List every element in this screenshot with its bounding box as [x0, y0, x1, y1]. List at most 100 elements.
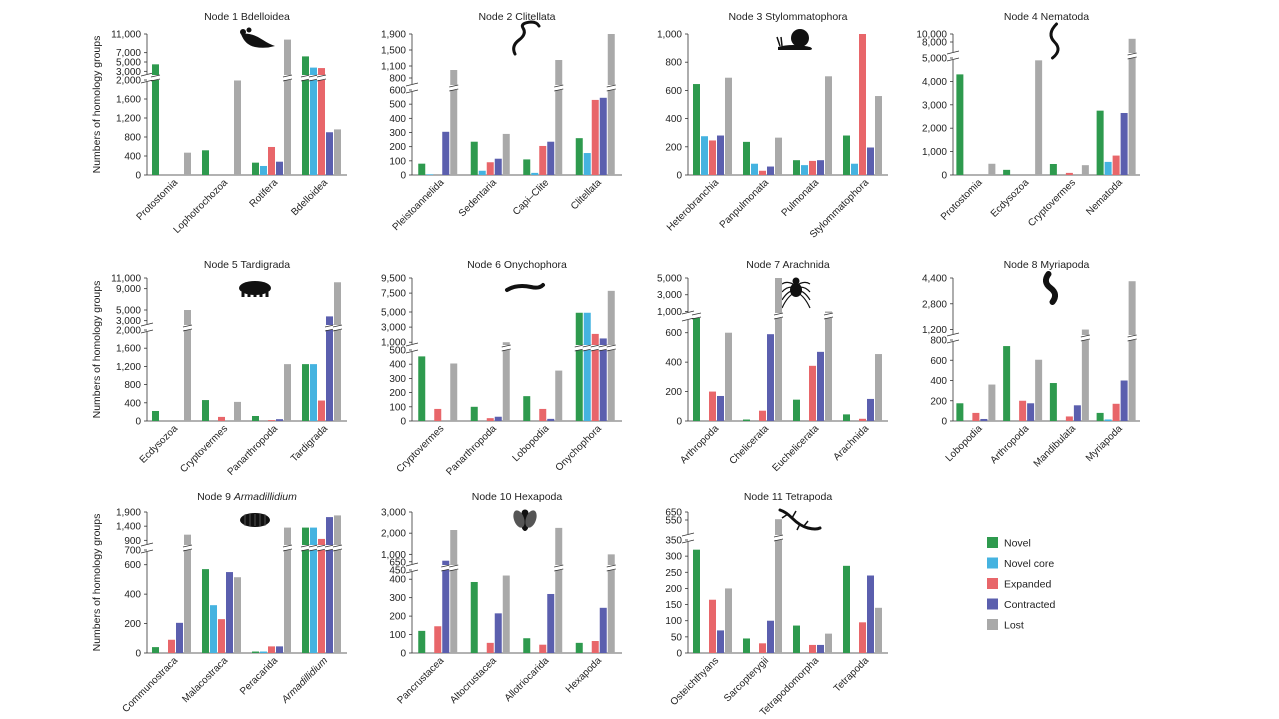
- bar-break-mark: [773, 312, 784, 320]
- y-tick-label: 1,500: [381, 46, 406, 57]
- bar-contracted: [547, 593, 555, 653]
- bar-novel: [252, 162, 259, 175]
- y-tick-label: 900: [124, 536, 141, 547]
- x-category-label: Chelicerata: [728, 423, 772, 467]
- bar-novel: [843, 565, 850, 653]
- y-tick-label: 800: [124, 380, 141, 391]
- bar-novel-core: [260, 165, 267, 175]
- chart-panel: Node 4 Nematoda 0 1,000 2,000 3,000 4,000 5,00…: [916, 11, 1140, 229]
- y-tick-label: 100: [389, 630, 406, 641]
- y-tick-label: 5,000: [922, 54, 947, 65]
- bar-expanded: [486, 642, 494, 653]
- bar-lost: [875, 607, 882, 653]
- bar-contracted: [817, 644, 824, 653]
- y-tick-label: 0: [400, 417, 406, 428]
- x-category-label: Pancrustacea: [395, 655, 446, 706]
- tardigrade-icon: [239, 281, 271, 297]
- bar-expanded: [859, 34, 866, 175]
- bar-novel: [1096, 110, 1104, 175]
- y-tick-label: 0: [941, 417, 947, 428]
- bar-contracted: [547, 141, 555, 175]
- bar-break-mark: [449, 84, 459, 92]
- axis-break-mark: [140, 542, 154, 554]
- bar-expanded: [809, 365, 816, 421]
- fly-icon: [513, 509, 537, 531]
- bar-break-gap: [606, 565, 616, 570]
- rotifer-icon: [240, 27, 275, 48]
- bar-expanded: [1112, 155, 1120, 175]
- bar-break-mark: [441, 564, 451, 572]
- bar-lost: [184, 534, 191, 653]
- bar-break-gap: [582, 345, 592, 350]
- bar-break-mark: [150, 74, 161, 82]
- x-category-label: Peracarida: [238, 655, 280, 697]
- bar-expanded: [539, 408, 547, 421]
- isopod-icon: [240, 513, 270, 527]
- y-tick-label: 400: [389, 360, 406, 371]
- bar-lost: [825, 76, 832, 175]
- bar-novel-core: [310, 527, 317, 653]
- x-category-label: Altocrustacea: [448, 655, 499, 706]
- bar-break-mark: [316, 544, 327, 552]
- x-category-label: Capi–Clite: [511, 177, 552, 218]
- y-tick-label: 3,000: [381, 323, 406, 334]
- x-category-label: Allotriocarida: [503, 655, 552, 704]
- bar-novel-core: [310, 364, 317, 421]
- bar-break-gap: [449, 565, 459, 570]
- chart-panel: Node 10 Hexapoda 0 100 200 300 4004506501,000…: [381, 491, 622, 706]
- x-category-label: Panpulmonata: [718, 177, 772, 231]
- bar-break-mark: [316, 74, 327, 82]
- bar-break-mark: [691, 312, 702, 320]
- legend-swatch: [987, 598, 998, 610]
- bar-contracted: [717, 630, 724, 653]
- y-tick-label: 2,000: [116, 326, 141, 337]
- legend-label: Novel core: [1004, 558, 1054, 570]
- bar-lost: [284, 364, 291, 421]
- y-tick-label: 400: [124, 152, 141, 163]
- bar-expanded: [318, 400, 325, 421]
- bar-break-gap: [606, 85, 616, 90]
- x-category-label: Ecdysozoa: [138, 423, 181, 466]
- bar-lost: [555, 527, 563, 653]
- bar-break-mark: [332, 324, 343, 332]
- y-tick-label: 300: [389, 128, 406, 139]
- bar-novel: [418, 630, 426, 653]
- bar-novel-core: [426, 174, 434, 175]
- bar-expanded: [268, 646, 275, 653]
- y-tick-label: 200: [389, 142, 406, 153]
- y-tick-label: 1,200: [922, 325, 947, 336]
- bar-expanded: [168, 639, 175, 653]
- y-tick-label: 200: [665, 387, 682, 398]
- bar-contracted: [494, 158, 502, 175]
- y-tick-label: 11,000: [111, 274, 141, 285]
- x-category-label: Communostraca: [120, 655, 180, 715]
- bar-contracted: [226, 572, 233, 653]
- bar-break-gap: [774, 535, 783, 540]
- y-tick-label: 4,400: [922, 274, 947, 285]
- y-tick-label: 150: [665, 600, 682, 611]
- y-tick-label: 300: [389, 593, 406, 604]
- bar-break-gap: [441, 565, 451, 570]
- bar-lost: [184, 152, 191, 175]
- bar-expanded: [539, 145, 547, 175]
- bar-contracted: [276, 419, 283, 421]
- y-tick-label: 200: [665, 142, 682, 153]
- axis-break-mark: [405, 562, 419, 574]
- y-tick-label: 1,600: [116, 95, 141, 106]
- bar-novel: [575, 138, 583, 175]
- x-category-label: Heterobranchia: [665, 177, 721, 233]
- bar-break-gap: [1127, 335, 1137, 340]
- bar-novel: [202, 569, 209, 653]
- legend-label: Lost: [1004, 620, 1024, 632]
- x-category-label: Cryptovermes: [178, 423, 230, 475]
- bar-break-mark: [1127, 334, 1137, 342]
- bar-lost: [450, 70, 458, 175]
- bar-contracted: [867, 575, 874, 653]
- y-tick-label: 800: [930, 336, 947, 347]
- bar-break-mark: [308, 544, 319, 552]
- bar-expanded: [434, 626, 442, 653]
- bar-contracted: [980, 418, 988, 421]
- bar-contracted: [494, 416, 502, 421]
